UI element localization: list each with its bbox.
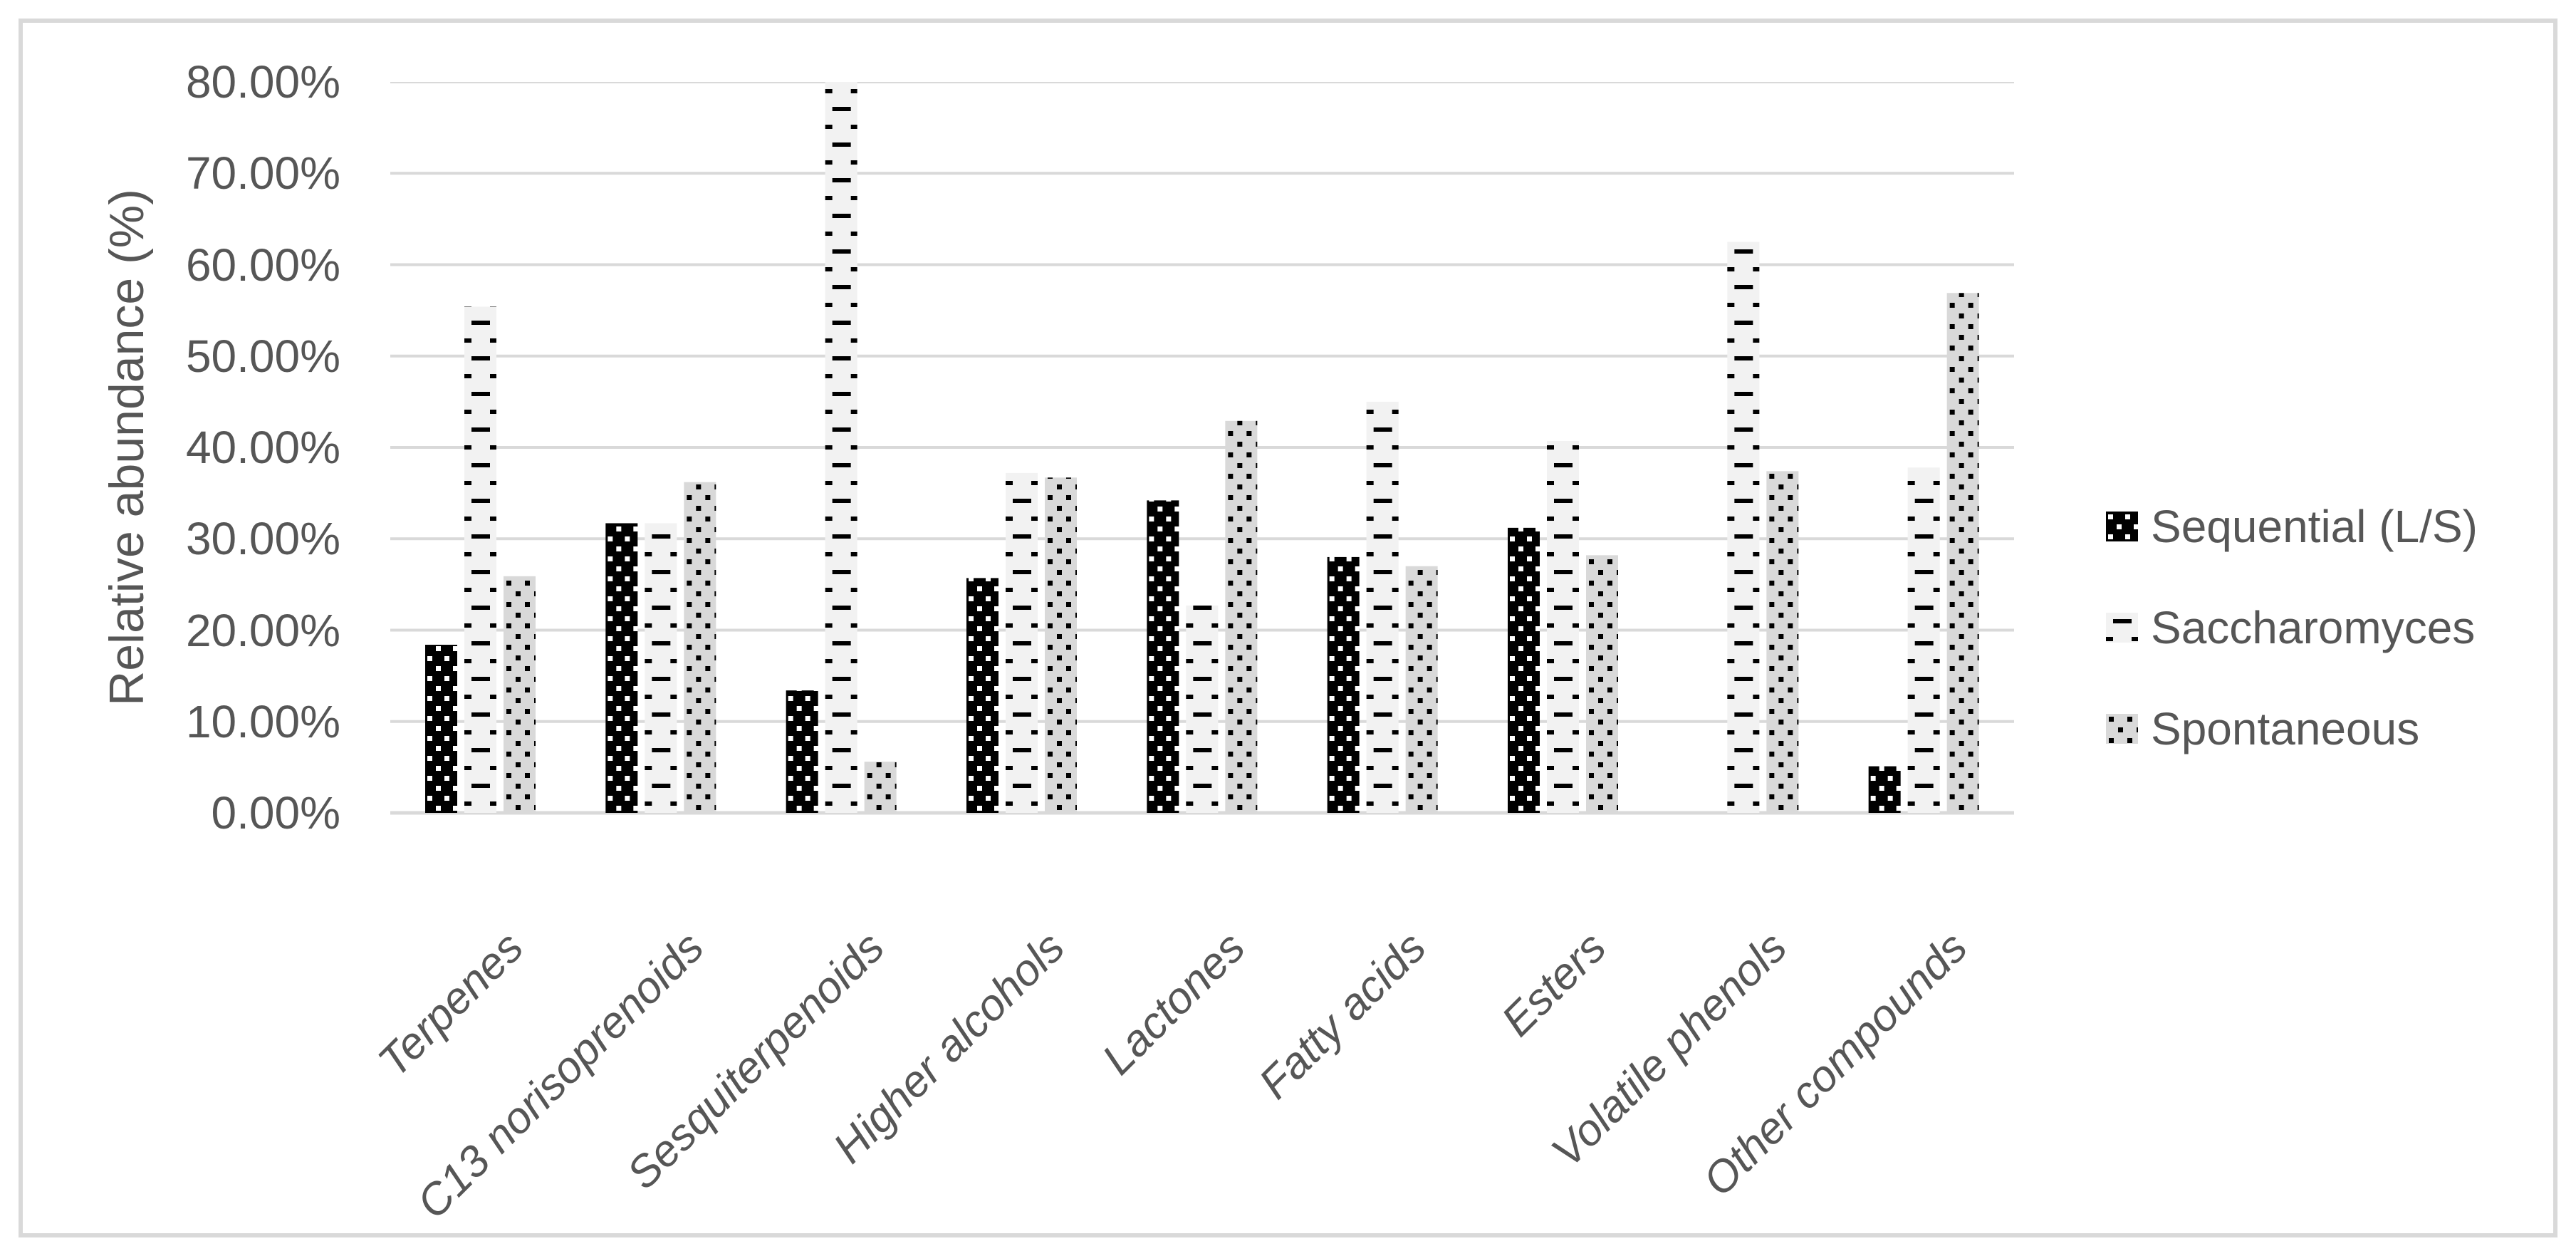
bar — [645, 523, 677, 813]
y-tick-label: 40.00% — [185, 422, 340, 473]
bar — [1327, 556, 1360, 813]
bar — [1547, 441, 1579, 813]
legend-key-spontaneous — [2106, 714, 2138, 744]
bar — [1586, 555, 1618, 813]
legend-item-spontaneous: Spontaneous — [2106, 699, 2419, 759]
y-tick-label: 30.00% — [185, 513, 340, 565]
bar — [1147, 500, 1179, 813]
legend-label: Sequential (L/S) — [2151, 501, 2478, 552]
bar — [1727, 242, 1760, 813]
bar — [1225, 420, 1258, 813]
bar — [684, 482, 716, 813]
bar — [1766, 471, 1799, 813]
y-tick-label: 0.00% — [211, 787, 340, 839]
legend-item-sequential: Sequential (L/S) — [2106, 497, 2478, 556]
legend-item-saccharomyces: Saccharomyces — [2106, 598, 2475, 658]
bar — [1045, 477, 1077, 813]
plot-area — [390, 82, 2014, 815]
bar — [1907, 467, 1940, 813]
bar — [966, 578, 998, 813]
bar — [786, 690, 818, 813]
legend-key-sequential — [2106, 512, 2138, 541]
y-tick-label: 80.00% — [185, 56, 340, 108]
bar — [464, 306, 496, 813]
bar — [1366, 401, 1399, 813]
legend-label: Spontaneous — [2151, 703, 2420, 754]
legend-key-saccharomyces — [2106, 613, 2138, 643]
bar — [825, 82, 857, 813]
y-tick-label: 60.00% — [185, 239, 340, 291]
y-tick-label: 70.00% — [185, 147, 340, 199]
bar — [425, 645, 457, 813]
bar — [1868, 766, 1901, 813]
bar — [864, 762, 897, 813]
bar — [605, 523, 638, 813]
bar — [1946, 293, 1979, 813]
bar-series — [425, 82, 1979, 813]
bar — [1186, 605, 1219, 813]
y-tick-label: 20.00% — [185, 604, 340, 656]
bar — [1006, 472, 1038, 813]
y-tick-label: 10.00% — [185, 695, 340, 747]
y-axis-title-text: Relative abundance (%) — [100, 189, 155, 706]
bar — [1405, 566, 1438, 813]
chart-border-frame — [19, 19, 2557, 1237]
bar — [1508, 527, 1540, 813]
y-axis-title: Relative abundance (%) — [78, 82, 175, 813]
legend-label: Saccharomyces — [2151, 602, 2476, 653]
y-tick-label: 50.00% — [185, 330, 340, 382]
bar — [504, 576, 536, 813]
